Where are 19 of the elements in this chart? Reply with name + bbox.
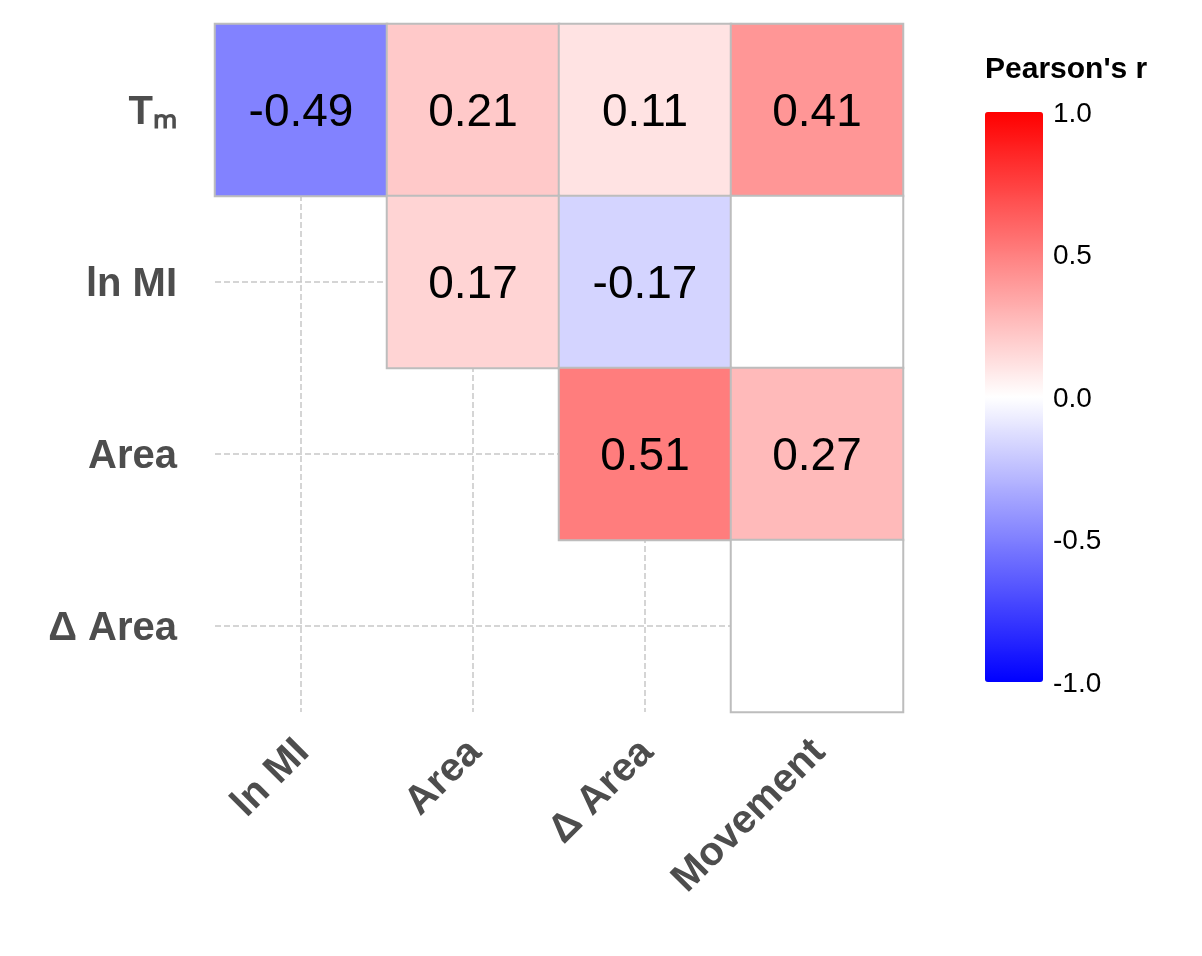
data-label: 0.27 (772, 428, 862, 480)
color-bar-title: Pearson's r (985, 50, 1148, 84)
color-bar-label: 0.0 (1053, 381, 1092, 413)
x-tick-label: ln MI (221, 728, 317, 824)
data-label: -0.49 (248, 84, 354, 136)
color-bar-label: 0.5 (1053, 239, 1092, 270)
data-label: 0.51 (600, 428, 690, 480)
data-label: 0.11 (601, 84, 689, 136)
color-bar-label: -0.5 (1053, 524, 1102, 555)
y-tick-label: Δ Area (48, 604, 178, 648)
data-label: -0.17 (592, 256, 698, 308)
data-label: 0.41 (772, 84, 862, 136)
y-tick-label: Area (88, 432, 178, 476)
y-tick-label: ln MI (85, 260, 177, 304)
color-bar-label: 1.0 (1053, 96, 1092, 128)
color-bar-label: -1.0 (1053, 666, 1102, 698)
data-label: 0.17 (428, 256, 518, 308)
y-tick-label: Tₘ (128, 88, 177, 132)
data-label: 0.21 (428, 84, 518, 136)
